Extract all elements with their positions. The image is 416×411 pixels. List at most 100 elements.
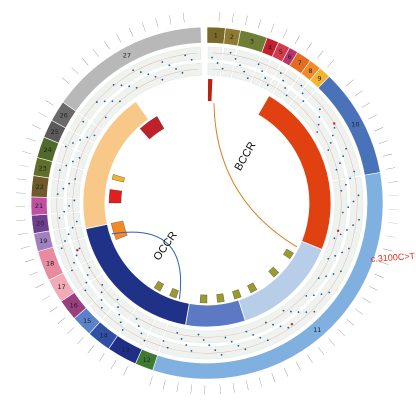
mutation-dot xyxy=(100,291,103,294)
mutation-dot xyxy=(318,108,321,111)
mutation-tick-label: ——— xyxy=(15,204,25,208)
exon-27-label: 27 xyxy=(123,52,131,60)
mutation-tick-label: ——— xyxy=(327,337,337,347)
mutation-tick-label: ——— xyxy=(368,112,379,120)
mutation-dot xyxy=(137,325,140,328)
mutation-tick-label: ——— xyxy=(154,18,161,29)
mutation-dot xyxy=(237,344,240,347)
mutation-dot xyxy=(353,170,356,173)
mutation-tick-label: ——— xyxy=(34,281,45,289)
mutation-dot xyxy=(261,70,264,73)
mutation-dot xyxy=(302,100,305,102)
top-marker xyxy=(207,79,213,102)
mutation-tick-label: ——— xyxy=(44,98,55,107)
occr-label: OCCR xyxy=(151,230,179,263)
exon-17-label: 17 xyxy=(57,283,65,291)
mutation-tick-label: ——— xyxy=(306,354,315,365)
mutation-tick-label: ——— xyxy=(230,12,235,23)
mutation-dot xyxy=(64,145,67,148)
exon-10-label: 10 xyxy=(351,120,359,128)
mutation-tick-label: ——— xyxy=(316,49,325,60)
mutation-dot xyxy=(339,270,342,273)
mutation-tick-label: ——— xyxy=(70,66,80,76)
mutation-tick-label: ——— xyxy=(294,361,303,372)
mutation-dot xyxy=(224,336,227,339)
mutation-dot xyxy=(301,92,304,95)
mutation-tick-label: ——— xyxy=(368,284,379,292)
mutation-track xyxy=(50,46,364,360)
mutation-dot xyxy=(246,77,249,80)
mutation-tick-label: ——— xyxy=(16,218,27,223)
mutation-tick-label: ——— xyxy=(26,136,37,143)
mutation-dot xyxy=(317,277,320,280)
mutation-dot xyxy=(88,266,91,269)
mutation-tick-label: ——— xyxy=(388,220,399,225)
mutation-dot xyxy=(71,226,74,229)
track-band-1 xyxy=(71,151,89,170)
track-band-0 xyxy=(50,198,64,214)
track-band-0 xyxy=(207,46,223,60)
mutation-dot xyxy=(71,160,74,163)
exon-11-label: 11 xyxy=(313,326,321,334)
mutation-tick-label: ——— xyxy=(361,296,372,305)
domain-block-red xyxy=(139,116,165,140)
mutation-dot xyxy=(297,311,300,313)
mutation-tick-label: ——— xyxy=(17,177,28,182)
exon-26-label: 26 xyxy=(60,111,68,119)
mutation-dot xyxy=(229,51,232,54)
mutation-dot xyxy=(216,62,219,64)
mutation-tick-label: ——— xyxy=(326,58,336,68)
mutation-dot xyxy=(63,210,66,213)
mutation-dot xyxy=(154,75,157,78)
mutation-tick-label: ——— xyxy=(175,382,181,393)
track-band-0 xyxy=(222,47,236,62)
exon-4-label: 4 xyxy=(268,43,272,51)
mutation-dot xyxy=(358,218,360,221)
region-link xyxy=(213,103,298,248)
track-band-0 xyxy=(120,322,148,346)
region-links xyxy=(111,103,298,300)
mutation-dot-red xyxy=(333,122,336,125)
mutation-dot xyxy=(211,56,213,59)
mutation-tick-label: ——— xyxy=(354,307,365,316)
mutation-dot xyxy=(95,101,98,103)
mutation-dot xyxy=(73,199,76,202)
mutation-dot xyxy=(121,329,124,331)
mutation-dot xyxy=(78,156,81,159)
mutation-tick-label: ——— xyxy=(81,56,91,66)
mutation-dot xyxy=(75,220,78,223)
domain-block-red-2 xyxy=(108,189,123,204)
exon-12-label: 12 xyxy=(143,356,151,364)
mutation-dot xyxy=(58,169,61,172)
exon-8-label: 8 xyxy=(308,67,312,75)
mutation-tick-label: ——— xyxy=(345,78,356,88)
mutation-dot xyxy=(352,200,355,203)
mutation-dot xyxy=(279,72,282,75)
mutation-tick-label: ——— xyxy=(257,377,264,388)
mutation-tick-label: ——— xyxy=(97,352,106,363)
mutation-dot xyxy=(135,317,138,320)
mutation-tick-label: ——— xyxy=(22,149,33,156)
mutation-dot xyxy=(305,311,308,314)
mutation-dot xyxy=(333,237,336,240)
mutation-dot xyxy=(327,149,330,151)
mutation-dot xyxy=(279,325,282,328)
mutation-tick-label: ——— xyxy=(317,346,326,357)
mutation-tick-label: ——— xyxy=(244,380,250,391)
mutation-dot xyxy=(333,127,336,129)
mutation-dot xyxy=(72,142,74,144)
track-band-0 xyxy=(56,145,74,166)
mutation-tick-label: ——— xyxy=(218,384,223,395)
mutation-dot xyxy=(70,269,73,272)
mutation-dot xyxy=(101,283,104,286)
mutation-dot xyxy=(266,84,269,87)
track-band-1 xyxy=(207,62,221,76)
mutation-dot xyxy=(132,69,135,72)
mutation-tick-label: ——— xyxy=(243,14,249,25)
track-band-1 xyxy=(232,65,255,83)
mutation-tick-label: ——— xyxy=(231,383,236,394)
mutation-dot xyxy=(312,294,315,297)
mutation-dot xyxy=(118,313,121,316)
domain-block-yellow xyxy=(111,174,125,183)
